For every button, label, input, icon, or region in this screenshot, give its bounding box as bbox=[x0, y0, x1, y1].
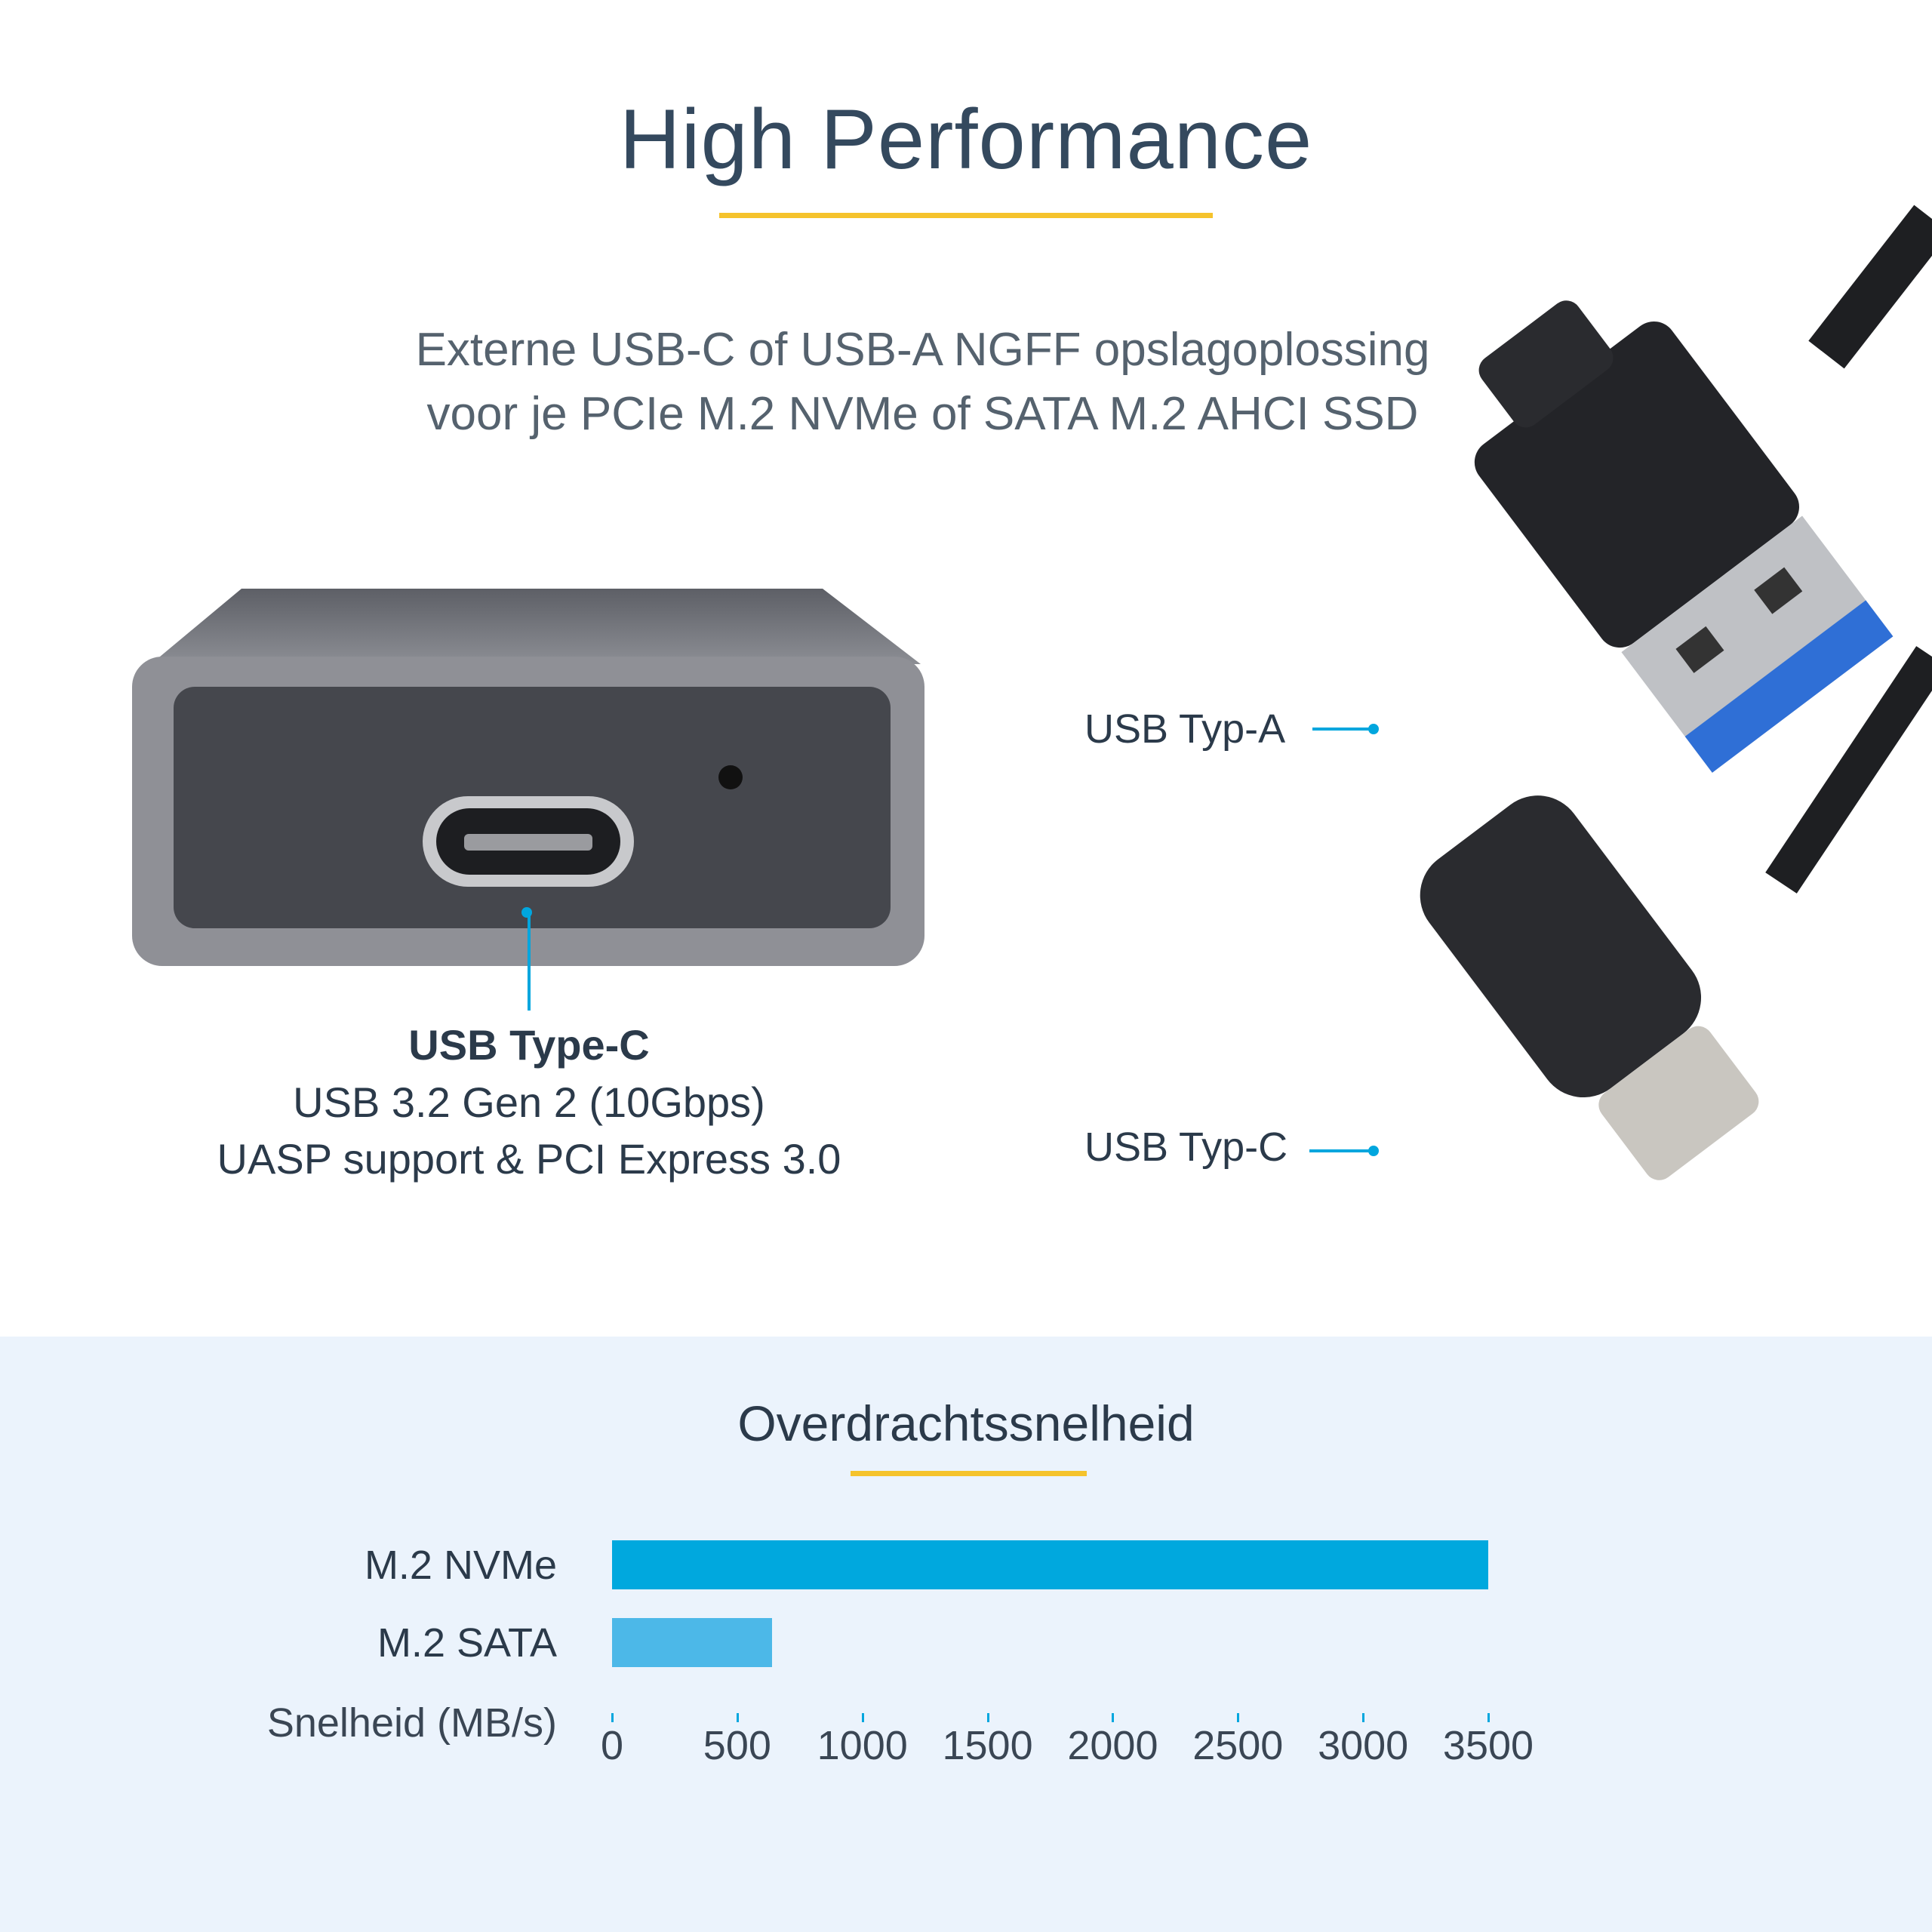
subtitle-line-2: voor je PCIe M.2 NVMe of SATA M.2 AHCI S… bbox=[426, 388, 1419, 440]
port-spec-1: USB 3.2 Gen 2 (10Gbps) bbox=[293, 1078, 765, 1126]
category-label: M.2 NVMe bbox=[364, 1543, 557, 1588]
tick-label: 1000 bbox=[817, 1723, 908, 1768]
port-title: USB Type-C bbox=[408, 1021, 650, 1069]
page-title: High Performance bbox=[619, 92, 1313, 186]
subtitle-line-1: Externe USB-C of USB-A NGFF opslagoploss… bbox=[415, 324, 1430, 376]
tick-mark bbox=[986, 1713, 989, 1722]
tick-mark bbox=[861, 1713, 864, 1722]
tick-label: 2000 bbox=[1067, 1723, 1158, 1768]
tick-mark bbox=[611, 1713, 614, 1722]
usb-a-callout-dot bbox=[1368, 724, 1379, 734]
tick-mark bbox=[1237, 1713, 1240, 1722]
chart-title-underline bbox=[851, 1471, 1087, 1476]
bar-0 bbox=[612, 1540, 1488, 1589]
usb-c-callout-dot bbox=[1368, 1146, 1379, 1156]
port-spec-2: UASP support & PCI Express 3.0 bbox=[217, 1135, 841, 1183]
bar-1 bbox=[612, 1618, 773, 1667]
title-underline bbox=[719, 213, 1213, 218]
tick-label: 500 bbox=[703, 1723, 771, 1768]
tick-label: 3000 bbox=[1318, 1723, 1409, 1768]
x-axis-label: Snelheid (MB/s) bbox=[266, 1700, 557, 1746]
callout-line bbox=[528, 912, 531, 1011]
usb-c-callout-line bbox=[1309, 1149, 1374, 1152]
callout-dot bbox=[521, 907, 532, 918]
tick-label: 3500 bbox=[1442, 1723, 1534, 1768]
led-icon bbox=[718, 765, 743, 789]
usb-a-label: USB Typ-A bbox=[1084, 706, 1286, 752]
tick-label: 2500 bbox=[1192, 1723, 1284, 1768]
tick-mark bbox=[1487, 1713, 1490, 1722]
tick-label: 1500 bbox=[942, 1723, 1033, 1768]
category-label: M.2 SATA bbox=[377, 1620, 557, 1666]
chart-title: Overdrachtssnelheid bbox=[737, 1395, 1195, 1451]
tick-mark bbox=[1112, 1713, 1115, 1722]
usb-c-label: USB Typ-C bbox=[1084, 1124, 1288, 1170]
speed-section bbox=[0, 1337, 1932, 1932]
tick-mark bbox=[736, 1713, 739, 1722]
tick-mark bbox=[1362, 1713, 1365, 1722]
usb-cable-image bbox=[1420, 205, 1932, 1180]
tick-label: 0 bbox=[600, 1723, 624, 1768]
usb-a-callout-line bbox=[1312, 728, 1373, 731]
ssd-enclosure-image bbox=[132, 589, 924, 966]
